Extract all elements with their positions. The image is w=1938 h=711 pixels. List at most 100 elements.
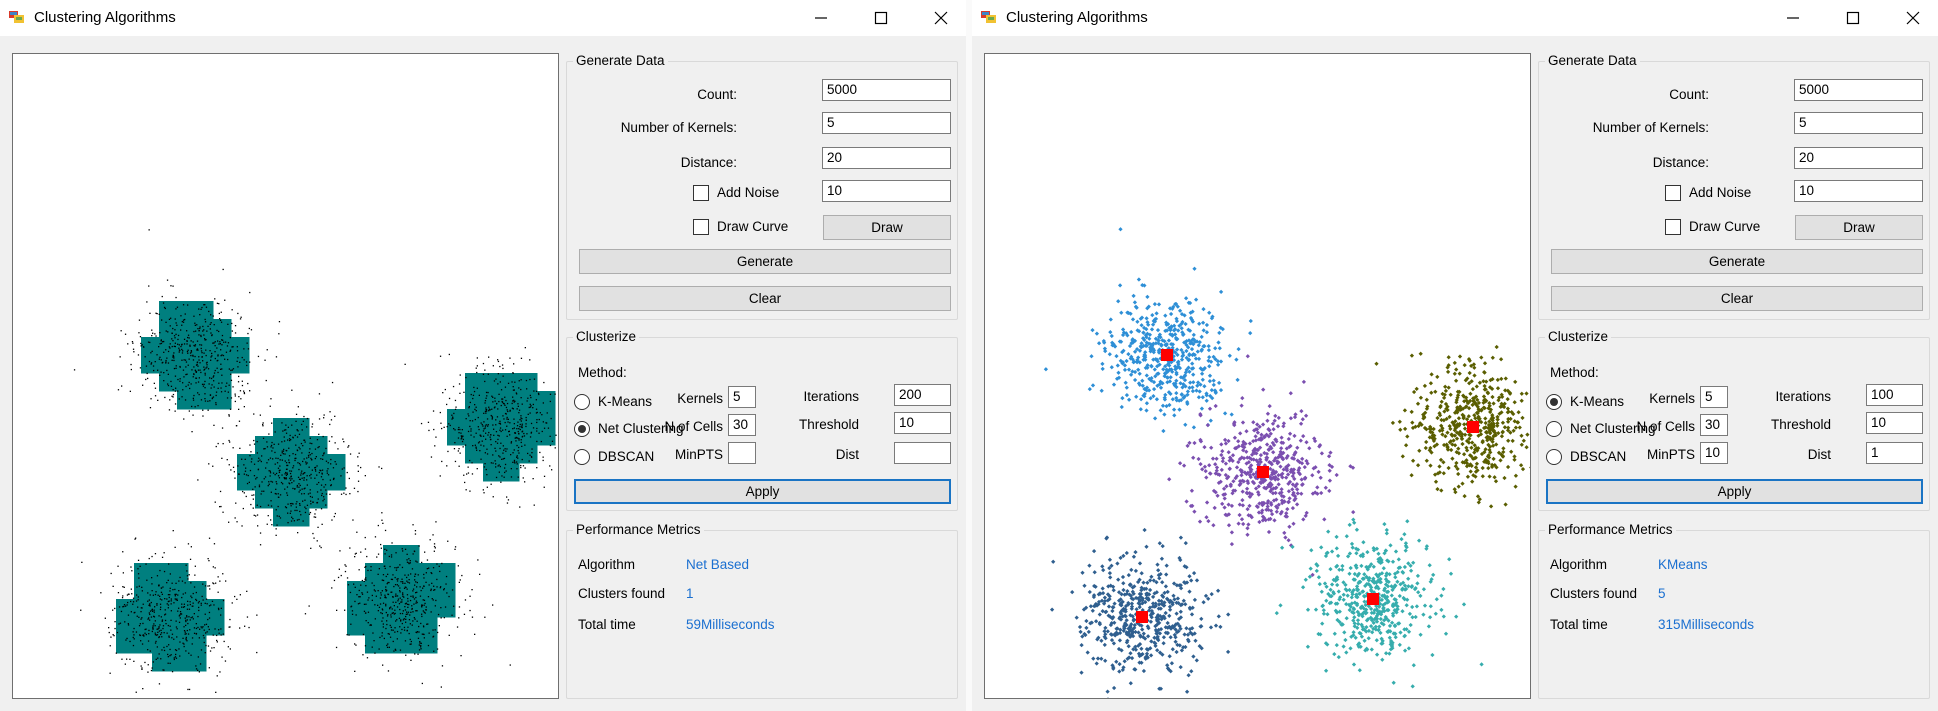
threshold-input[interactable]: 10: [894, 412, 951, 434]
kernels-count-input[interactable]: 5: [822, 112, 951, 134]
data-point: [184, 359, 187, 361]
dbscan-radio[interactable]: [574, 449, 590, 465]
distance-input[interactable]: 20: [822, 147, 951, 169]
data-point: [298, 491, 300, 493]
data-point: [202, 415, 204, 417]
data-point: [502, 398, 504, 400]
clear-button[interactable]: Clear: [579, 286, 951, 311]
data-point: [1234, 465, 1240, 470]
title-bar[interactable]: Clustering Algorithms: [0, 0, 966, 36]
data-point: [160, 342, 163, 345]
data-point: [510, 441, 513, 443]
draw-button[interactable]: Draw: [823, 215, 951, 240]
data-point: [141, 586, 143, 588]
data-point: [193, 344, 195, 347]
data-point: [1284, 511, 1289, 516]
data-point: [221, 374, 223, 376]
data-point: [329, 411, 331, 413]
data-point: [487, 434, 489, 436]
data-point: [187, 604, 189, 606]
data-point: [1279, 493, 1284, 499]
data-point: [165, 321, 167, 323]
data-point: [195, 371, 197, 373]
data-point: [471, 616, 474, 618]
data-point: [1192, 440, 1197, 446]
dist-input[interactable]: [894, 442, 951, 464]
data-point: [270, 500, 272, 502]
data-point: [252, 498, 254, 500]
minimize-button[interactable]: [792, 0, 850, 36]
data-point: [208, 310, 210, 313]
apply-button[interactable]: Apply: [574, 479, 951, 504]
data-point: [212, 315, 214, 317]
data-point: [512, 396, 514, 398]
iterations-input[interactable]: 200: [894, 384, 951, 406]
data-point: [142, 622, 144, 625]
kmeans-radio[interactable]: [574, 394, 590, 410]
data-point: [1336, 654, 1341, 660]
data-point: [1102, 346, 1108, 351]
data-point: [162, 586, 164, 588]
grid-cell: [213, 391, 232, 410]
data-point: [185, 619, 187, 621]
data-point: [395, 595, 397, 597]
data-point: [360, 584, 362, 586]
data-point: [130, 600, 132, 603]
data-point: [516, 425, 519, 427]
data-point: [1208, 418, 1213, 423]
data-point: [207, 618, 209, 621]
net-clustering-radio[interactable]: [574, 421, 590, 437]
data-point: [380, 592, 382, 594]
data-point: [491, 408, 493, 410]
maximize-button[interactable]: [852, 0, 910, 36]
maximize-button[interactable]: [1824, 0, 1882, 36]
plot-canvas[interactable]: [12, 53, 559, 699]
draw-curve-checkbox[interactable]: [693, 219, 709, 235]
data-point: [377, 590, 379, 592]
data-point: [147, 377, 149, 380]
plot-canvas[interactable]: [984, 53, 1531, 699]
data-point: [277, 467, 280, 469]
data-point: [1269, 462, 1274, 467]
noise-input[interactable]: 10: [822, 180, 951, 202]
data-point: [465, 376, 467, 379]
data-point: [386, 549, 388, 551]
kernels-input[interactable]: 5: [728, 386, 756, 408]
data-point: [1184, 348, 1189, 354]
data-point: [432, 410, 435, 412]
close-button[interactable]: [912, 0, 970, 36]
data-point: [180, 329, 182, 331]
data-point: [1160, 580, 1165, 585]
data-point: [501, 400, 503, 403]
data-point: [1313, 465, 1318, 470]
ncells-input[interactable]: 30: [728, 414, 756, 436]
data-point: [158, 313, 160, 315]
add-noise-checkbox[interactable]: [693, 185, 709, 201]
data-point: [326, 470, 328, 472]
data-point: [1267, 403, 1272, 409]
data-point: [263, 490, 265, 492]
data-point: [480, 422, 482, 424]
data-point: [169, 347, 171, 349]
data-point: [1524, 391, 1529, 396]
title-bar[interactable]: Clustering Algorithms: [972, 0, 1938, 36]
data-point: [353, 583, 355, 585]
minpts-input[interactable]: [728, 442, 756, 464]
data-point: [222, 354, 225, 357]
data-point: [235, 502, 237, 504]
data-point: [160, 633, 162, 636]
data-point: [218, 629, 220, 631]
generate-button[interactable]: Generate: [579, 249, 951, 274]
count-input[interactable]: 5000: [822, 79, 951, 101]
data-point: [514, 432, 516, 434]
data-point: [300, 442, 303, 445]
data-point: [1171, 593, 1176, 598]
data-point: [253, 494, 255, 496]
minimize-button[interactable]: [1764, 0, 1822, 36]
data-point: [251, 458, 253, 460]
close-button[interactable]: [1884, 0, 1938, 36]
data-point: [434, 629, 436, 631]
data-point: [190, 582, 192, 584]
data-point: [246, 364, 248, 367]
data-point: [236, 346, 238, 348]
